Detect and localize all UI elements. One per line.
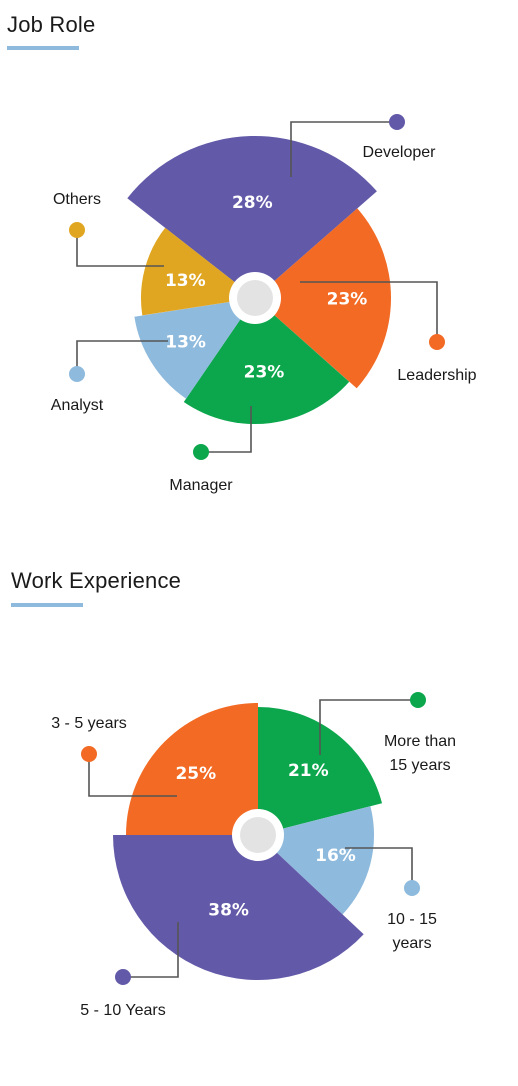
slice-leadership (255, 208, 391, 389)
legend-dot-10-15-years (404, 880, 420, 896)
slice-value-more-than-15-years: 21% (288, 761, 329, 781)
work-experience-underline (11, 603, 83, 607)
slice-label-3-5-years: 3 - 5 years (51, 715, 127, 732)
legend-dot-developer (389, 114, 405, 130)
leader-line-analyst (76, 340, 168, 374)
slice-more-than-15-years (258, 707, 382, 835)
slice-others (140, 227, 255, 316)
pie-hub-center (240, 817, 276, 853)
slice-value-developer: 28% (232, 193, 273, 213)
slice-value-5-10-years: 38% (208, 900, 249, 920)
leader-line-manager (201, 406, 252, 453)
legend-dot-manager (193, 444, 209, 460)
slice-label-analyst: Analyst (51, 397, 104, 414)
pie-hub-center (237, 280, 273, 316)
slice-value-others: 13% (165, 271, 206, 291)
slice-label-others: Others (53, 191, 101, 208)
slice-3-5-years (126, 703, 258, 835)
slice-developer (127, 135, 377, 298)
legend-dot-more-than-15-years (410, 692, 426, 708)
legend-dot-5-10-years (115, 969, 131, 985)
slice-5-10-years (113, 835, 364, 981)
job-role-underline (7, 46, 79, 50)
slice-label-10-15-years: 10 - 15 years (387, 911, 437, 952)
slice-value-leadership: 23% (327, 289, 368, 309)
work-experience-pie-chart: 21% More than 15 years 16% 10 - 15 years 38% 5 … (51, 692, 456, 1019)
leader-line-others (76, 230, 164, 267)
leader-line-10-15-years (345, 847, 413, 888)
leader-line-more-than-15-years (319, 699, 418, 755)
legend-dot-analyst (69, 366, 85, 382)
legend-dot-others (69, 222, 85, 238)
leader-line-5-10-years (123, 922, 179, 978)
job-role-title: Job Role (7, 12, 96, 37)
slice-label-5-10-years: 5 - 10 Years (80, 1002, 165, 1019)
slice-label-manager: Manager (169, 477, 233, 494)
slice-label-developer: Developer (363, 144, 437, 161)
slice-label-more-than-15-years: More than 15 years (384, 733, 456, 774)
slice-analyst (134, 298, 255, 399)
slice-value-analyst: 13% (165, 333, 206, 353)
slice-value-3-5-years: 25% (175, 764, 216, 784)
slice-10-15-years (258, 806, 375, 915)
leader-line-leadership (300, 281, 438, 342)
work-experience-title: Work Experience (11, 568, 182, 593)
slice-value-10-15-years: 16% (315, 846, 356, 866)
legend-dot-3-5-years (81, 746, 97, 762)
job-role-pie-chart: 28% Developer 23% Leadership 23% Manager 13% An… (51, 114, 477, 494)
slice-manager (183, 298, 350, 425)
slice-label-leadership: Leadership (397, 367, 476, 384)
leader-line-3-5-years (88, 754, 177, 797)
legend-dot-leadership (429, 334, 445, 350)
leader-line-developer (290, 121, 397, 177)
slice-value-manager: 23% (244, 362, 285, 382)
